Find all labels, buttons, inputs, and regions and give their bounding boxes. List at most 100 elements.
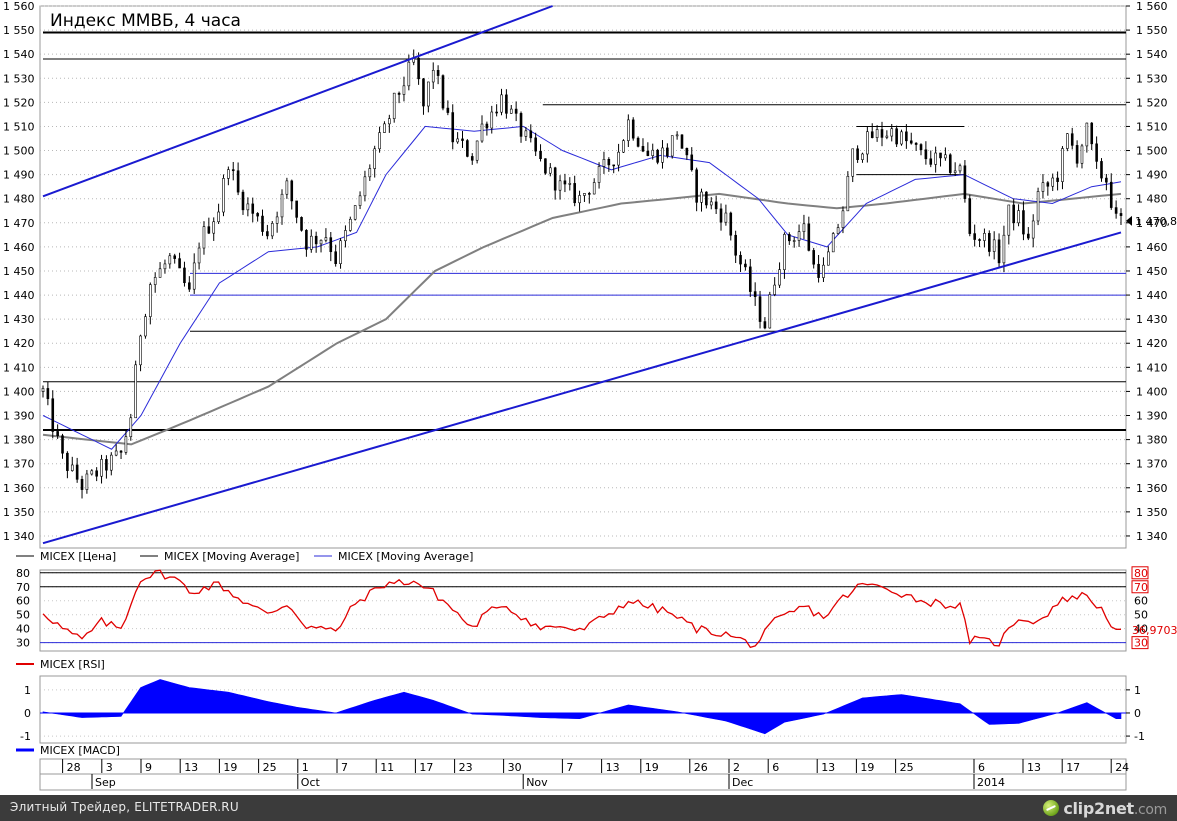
candle-body	[358, 195, 362, 206]
legend-rsi: MICEX [RSI]	[40, 658, 105, 671]
candle-body	[861, 153, 864, 160]
macd-tick-label-left: 0	[24, 707, 31, 720]
chart-title: Индекс ММВБ, 4 часа	[50, 11, 241, 31]
last-price-marker	[1126, 215, 1132, 226]
candle-body	[627, 119, 630, 141]
candle-body	[383, 123, 386, 133]
candle-body	[85, 473, 89, 490]
candle-body	[241, 191, 245, 211]
rsi-legend: MICEX [RSI]	[16, 658, 105, 671]
price-tick-label-left: 1 470	[3, 217, 35, 230]
legend-ma-fast: MICEX [Moving Average]	[338, 550, 473, 563]
macd-panel: 1 0 -1 1 0 -1	[20, 675, 1145, 744]
macd-tick-label-right: 1	[1134, 684, 1141, 697]
candle-body	[300, 217, 303, 231]
candle-body	[500, 94, 503, 113]
candle-body	[173, 255, 177, 259]
candle-body	[963, 165, 967, 199]
candle-body	[1031, 220, 1035, 239]
rsi-tick-label-left: 50	[16, 609, 30, 622]
rsi-tick-label-right: 60	[1134, 595, 1148, 608]
candle-body	[509, 108, 513, 114]
candle-body	[1114, 207, 1118, 214]
candle-body	[305, 230, 308, 250]
candle-body	[870, 131, 874, 138]
candle-body	[119, 450, 123, 453]
price-tick-label-left: 1 440	[3, 289, 35, 302]
price-tick-label-left: 1 340	[3, 530, 35, 543]
price-tick-label-right: 1 470	[1136, 217, 1168, 230]
candle-body	[1109, 181, 1113, 208]
candle-body	[1051, 177, 1055, 187]
candle-body	[480, 123, 484, 142]
candle-body	[427, 81, 430, 107]
price-tick-label-left: 1 540	[3, 48, 35, 61]
candle-body	[583, 193, 586, 196]
candle-body	[802, 223, 806, 232]
rsi-tick-label-left: 60	[16, 595, 30, 608]
rsi-tick-label-right: 40	[1134, 623, 1148, 636]
candle-body	[670, 135, 674, 157]
candle-body	[324, 237, 328, 241]
candle-body	[900, 131, 903, 145]
price-tick-label-right: 1 460	[1136, 241, 1168, 254]
date-day-label: 19	[860, 761, 874, 774]
footer-bar: Элитный Трейдер, ELITETRADER.RU clip2net…	[0, 795, 1177, 821]
rsi-tick-label-right: 30	[1134, 637, 1148, 650]
candle-body	[968, 198, 972, 234]
candle-body	[631, 119, 635, 139]
date-month-label: Nov	[526, 776, 548, 789]
candle-body	[192, 262, 196, 290]
rsi-tick-label-left: 70	[16, 581, 30, 594]
candle-body	[266, 231, 269, 237]
candle-body	[139, 335, 142, 366]
rsi-last-value: 36,9703	[1132, 624, 1177, 637]
candle-body	[417, 57, 420, 80]
candle-body	[466, 140, 469, 157]
candle-body	[490, 111, 494, 129]
candle-body	[397, 92, 401, 95]
candle-body	[617, 151, 620, 166]
candle-body	[1070, 133, 1074, 146]
price-tick-label-right: 1 420	[1136, 337, 1168, 350]
candle-body	[392, 92, 396, 119]
candle-body	[953, 170, 957, 173]
candle-body	[846, 175, 850, 212]
candle-body	[1100, 161, 1103, 179]
price-tick-label-right: 1 500	[1136, 145, 1168, 158]
rsi-level-tag	[1131, 580, 1149, 594]
price-tick-label-right: 1 410	[1136, 361, 1168, 374]
price-tick-label-left: 1 530	[3, 72, 35, 85]
candle-body	[485, 123, 489, 129]
price-tick-label-left: 1 510	[3, 120, 35, 133]
candle-body	[666, 147, 669, 157]
rsi-tick-label-right: 50	[1134, 609, 1148, 622]
candle-body	[349, 218, 352, 231]
candle-body	[1017, 210, 1020, 224]
candle-body	[183, 267, 186, 284]
candle-body	[236, 170, 240, 193]
candle-body	[778, 269, 781, 286]
date-day-label: 7	[566, 761, 573, 774]
candle-body	[973, 233, 976, 240]
price-tick-label-left: 1 360	[3, 482, 35, 495]
clip2net-logo-text: clip2net	[1063, 798, 1134, 818]
candle-body	[724, 212, 728, 223]
ma-fast-line	[42, 125, 1122, 450]
candle-body	[290, 180, 294, 202]
candle-body	[222, 178, 225, 213]
clip2net-logo-suffix: .com	[1133, 801, 1167, 818]
price-tick-label-right: 1 520	[1136, 96, 1168, 109]
clip2net-logo[interactable]: clip2net.com	[1043, 797, 1167, 819]
candle-body	[588, 193, 591, 195]
candle-body	[505, 94, 508, 114]
candle-body	[80, 479, 84, 490]
candle-body	[1002, 234, 1006, 264]
rsi-tick-label-right: 80	[1134, 567, 1148, 580]
candle-body	[602, 159, 606, 167]
trend-line	[42, 231, 1122, 545]
rsi-tick-label-right: 70	[1134, 581, 1148, 594]
candle-body	[134, 364, 137, 419]
candle-body	[407, 61, 411, 87]
